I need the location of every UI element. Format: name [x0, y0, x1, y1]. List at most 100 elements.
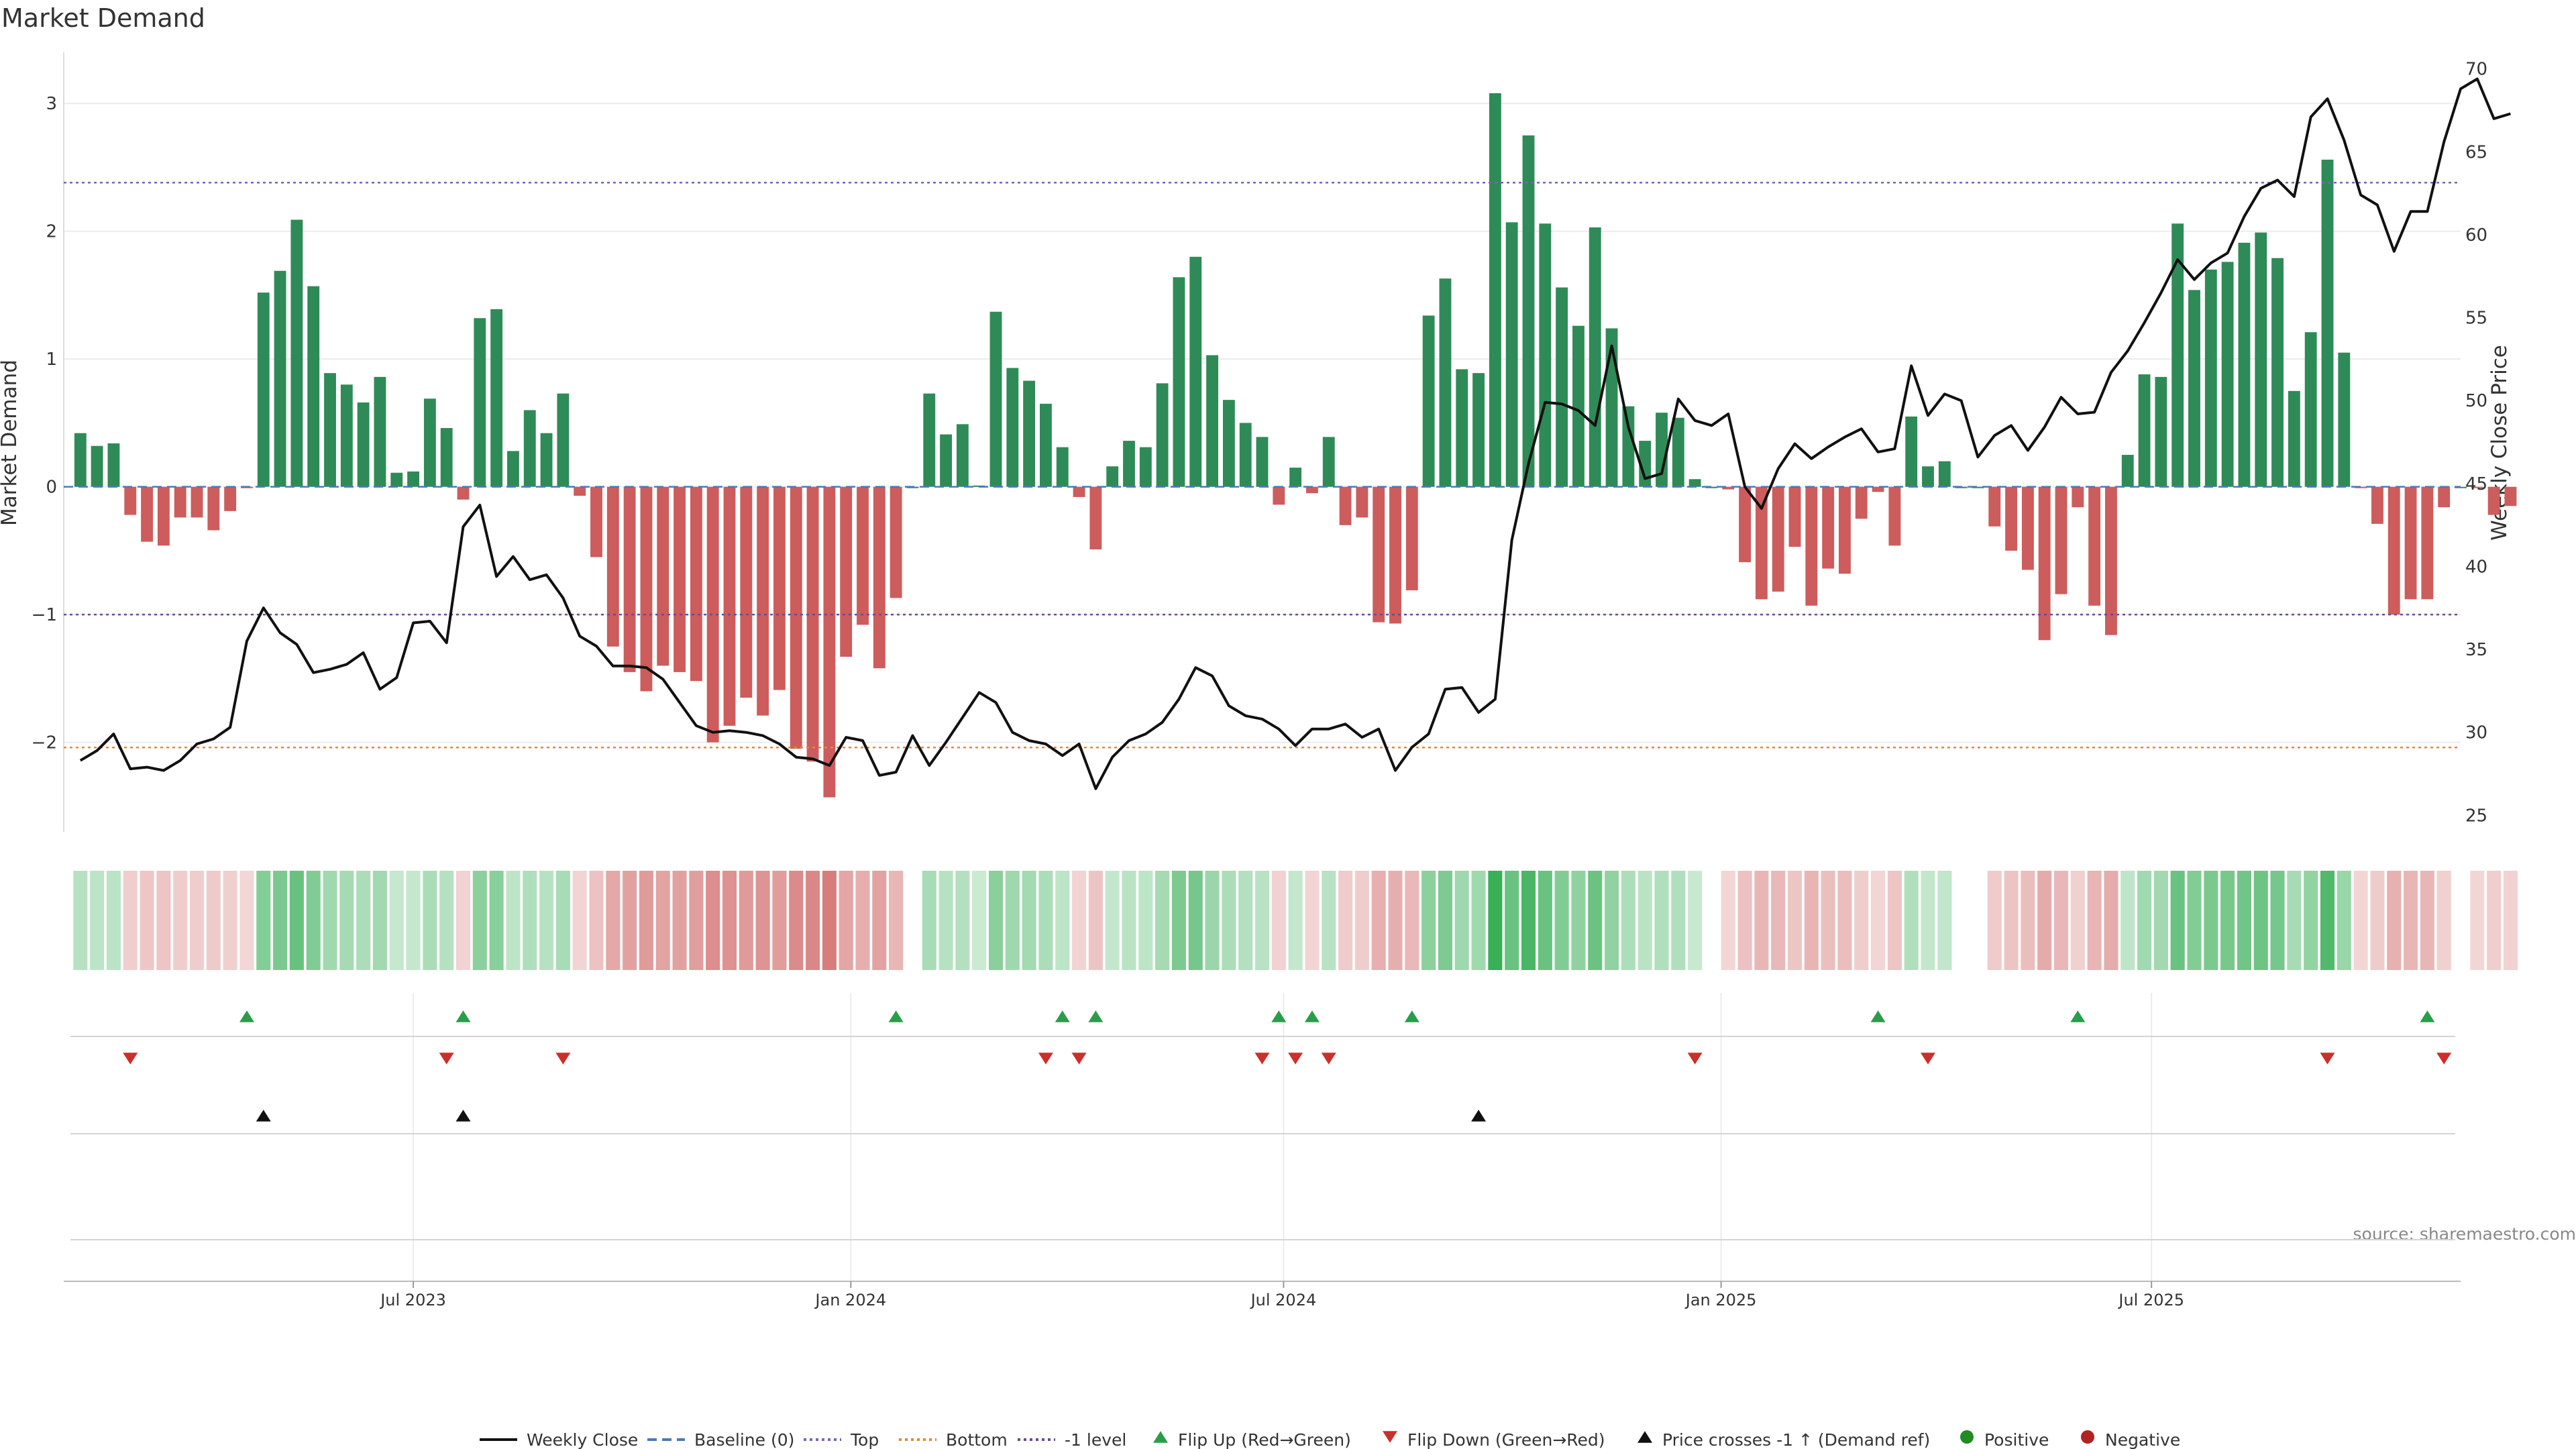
price-cross-marker — [1471, 1110, 1487, 1122]
heat-cell — [1171, 871, 1186, 970]
flip-down-marker — [439, 1053, 454, 1065]
heat-cell — [356, 871, 371, 970]
heat-cell — [606, 871, 621, 970]
demand-bar — [324, 373, 336, 487]
axis-ticks: 3 2 1 0 −1 −2 70 65 60 55 50 45 40 35 30 25 Jul 2023 Jan … — [32, 60, 2487, 1309]
heat-cell — [2070, 871, 2085, 970]
heat-cell — [2187, 871, 2202, 970]
heat-cell — [372, 871, 387, 970]
flip-up-marker — [1271, 1010, 1287, 1022]
heat-cell — [189, 871, 205, 970]
flip-up-marker — [239, 1010, 254, 1022]
legend-swatch-up — [1638, 1431, 1652, 1443]
flip-down-marker — [123, 1053, 138, 1065]
demand-bar — [1572, 325, 1585, 487]
demand-bar — [1872, 486, 1884, 492]
heat-cell — [623, 871, 637, 970]
price-cross-marker — [455, 1110, 471, 1122]
heat-cell — [2420, 871, 2434, 970]
heat-cell — [1721, 871, 1735, 970]
heat-cell — [1038, 871, 1053, 970]
demand-bar — [1822, 486, 1835, 569]
heat-cell — [1538, 871, 1552, 970]
heat-cell — [256, 871, 271, 970]
heat-cell — [2037, 871, 2052, 970]
heat-cell — [2004, 871, 2019, 970]
demand-bar — [790, 486, 802, 749]
demand-bar — [340, 384, 353, 487]
demand-bar — [157, 486, 170, 546]
heat-cell — [206, 871, 221, 970]
demand-bar — [257, 292, 270, 487]
heat-cell — [2353, 871, 2368, 970]
demand-bar — [2138, 374, 2151, 487]
heat-cell — [1122, 871, 1136, 970]
heat-cell — [1005, 871, 1020, 970]
right-tick-label: 25 — [2465, 806, 2487, 826]
heat-cell — [140, 871, 154, 970]
demand-bar — [2155, 376, 2167, 487]
demand-bar — [873, 486, 885, 669]
heat-cell — [689, 871, 704, 970]
heat-cell — [739, 871, 753, 970]
heat-cell — [1055, 871, 1070, 970]
heat-cell — [1371, 871, 1386, 970]
heat-cell — [455, 871, 471, 970]
flip-down-marker — [1321, 1053, 1336, 1065]
heat-cell — [2436, 871, 2451, 970]
reference-lines — [64, 182, 2461, 749]
heat-cell — [1671, 871, 1686, 970]
demand-bar — [2321, 160, 2334, 487]
left-axis-label: Market Demand — [0, 360, 21, 526]
demand-bar — [523, 410, 536, 487]
flip-down-marker — [2320, 1053, 2335, 1065]
heat-cell — [938, 871, 953, 970]
heat-cell — [472, 871, 487, 970]
demand-bar — [1539, 223, 1552, 487]
heat-cell — [2370, 871, 2385, 970]
heat-cell — [1305, 871, 1320, 970]
demand-bar — [357, 402, 370, 487]
demand-bar — [2304, 332, 2317, 487]
heat-cell — [2204, 871, 2218, 970]
demand-bar — [1705, 486, 1718, 488]
heat-cell — [123, 871, 138, 970]
left-tick-label: 3 — [46, 94, 57, 114]
heat-cell — [2337, 871, 2351, 970]
flip-down-marker — [1071, 1053, 1087, 1065]
heat-cell — [1388, 871, 1403, 970]
heat-cell — [1737, 871, 1752, 970]
demand-bar — [390, 472, 403, 487]
demand-bar — [706, 486, 719, 743]
demand-bar — [1073, 486, 1085, 497]
demand-bar — [290, 219, 303, 487]
heat-cell — [639, 871, 653, 970]
heat-cell — [2387, 871, 2402, 970]
heat-cell — [1887, 871, 1902, 970]
demand-bar — [574, 486, 586, 496]
demand-bar — [2005, 486, 2017, 551]
demand-bar — [474, 318, 486, 487]
demand-bar — [806, 486, 819, 762]
demand-bar — [2105, 486, 2117, 635]
heat-cell — [2404, 871, 2418, 970]
heat-cell — [1654, 871, 1669, 970]
heat-cell — [1904, 871, 1919, 970]
legend-swatch-dot — [1960, 1430, 1974, 1444]
heat-cell — [2220, 871, 2235, 970]
demand-bar — [1456, 369, 1468, 487]
demand-bar — [1189, 256, 1202, 487]
demand-bar — [2487, 486, 2500, 515]
date-tick-label: Jul 2023 — [379, 1291, 446, 1309]
demand-heat-strip — [73, 871, 2518, 970]
demand-bar — [2072, 486, 2084, 508]
demand-bar — [1739, 486, 1751, 563]
demand-bar — [2438, 486, 2451, 508]
flip-down-marker — [1921, 1053, 1935, 1065]
demand-bar — [1805, 486, 1818, 606]
heat-cell — [855, 871, 870, 970]
demand-bar — [307, 286, 320, 487]
heat-cell — [1072, 871, 1087, 970]
heat-cell — [1571, 871, 1586, 970]
demand-bar — [2404, 486, 2417, 600]
